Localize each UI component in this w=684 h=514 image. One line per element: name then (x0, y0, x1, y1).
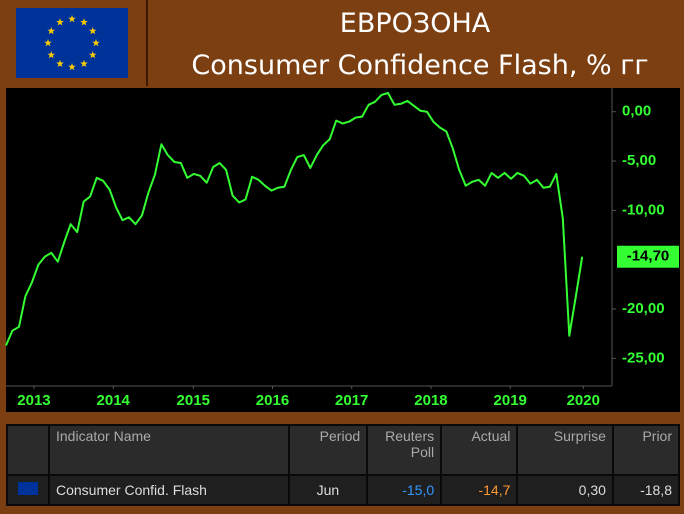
star (44, 39, 52, 47)
mini-flag (18, 482, 38, 495)
cell: Consumer Confid. Flash (50, 476, 288, 504)
column-header: Surprise (518, 426, 612, 474)
plot-background (6, 88, 680, 412)
star (68, 63, 76, 71)
flag-stars (44, 15, 100, 71)
flag-cell (8, 476, 48, 504)
title: ЕВРОЗОНА (340, 8, 491, 39)
x-tick-label: 2017 (335, 392, 368, 409)
cell: -18,8 (613, 476, 678, 504)
cell: -14,7 (442, 476, 517, 504)
mini-flag-bg (18, 482, 38, 495)
series-line (5, 92, 584, 346)
column-header: Indicator Name (50, 426, 288, 474)
column-header: Prior (613, 426, 678, 474)
star (68, 15, 76, 23)
x-tick-label: 2014 (97, 392, 131, 409)
y-tick-label: -5,00 (622, 152, 656, 169)
y-tick-label: 0,00 (622, 103, 651, 120)
column-header: Reuters Poll (368, 426, 441, 474)
star (88, 51, 97, 59)
star (47, 27, 56, 35)
x-tick-label: 2018 (414, 392, 447, 409)
x-tick-label: 2019 (494, 392, 527, 409)
column-header: Period (289, 426, 367, 474)
last-value-box (617, 245, 679, 268)
x-tick-label: 2013 (17, 392, 50, 409)
star (80, 18, 88, 26)
cell: 0,30 (518, 476, 612, 504)
x-tick-label: 2020 (567, 392, 600, 409)
subtitle: Consumer Confidence Flash, % гг (191, 50, 648, 81)
icon-header (8, 426, 48, 474)
header-row: Indicator Name Period Reuters Poll Actua… (8, 426, 678, 474)
indicator-table: Indicator Name Period Reuters Poll Actua… (6, 424, 680, 506)
y-tick-label: -20,00 (622, 300, 665, 317)
star (47, 51, 56, 59)
x-tick-label: 2016 (256, 392, 289, 409)
x-tick-label: 2015 (177, 392, 210, 409)
y-tick-label: -25,00 (622, 349, 665, 366)
star (80, 59, 88, 68)
data-row: Consumer Confid. Flash Jun -15,0 -14,7 0… (8, 476, 678, 504)
y-tick-label: -10,00 (622, 201, 665, 218)
column-header: Actual (442, 426, 517, 474)
star (56, 18, 64, 26)
star (88, 27, 97, 35)
cell: Jun (289, 476, 367, 504)
last-value-label: -14,70 (627, 248, 670, 265)
star (56, 59, 64, 68)
cell: -15,0 (368, 476, 441, 504)
star (92, 39, 100, 47)
